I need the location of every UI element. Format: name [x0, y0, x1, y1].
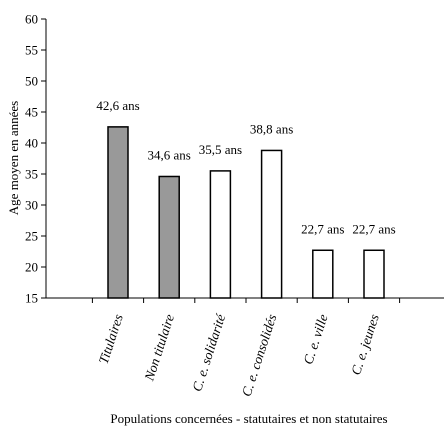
y-tick-label: 20 — [25, 260, 38, 275]
bar — [312, 249, 334, 299]
data-labels: 42,6 ans 34,6 ans 35,5 ans 38,8 ans 22,7 ans… — [96, 98, 395, 236]
y-tick-label: 60 — [25, 12, 38, 27]
y-tick-label: 50 — [25, 74, 38, 89]
category-label: C. e. solidarité — [189, 311, 228, 393]
y-tick-label: 25 — [25, 229, 38, 244]
data-label: 38,8 ans — [250, 121, 293, 136]
y-axis-title: Age moyen en années — [6, 101, 21, 215]
bar — [260, 149, 283, 299]
y-ticks: 15 20 25 30 35 40 45 50 55 60 — [25, 12, 46, 306]
bar — [158, 175, 180, 299]
data-label: 22,7 ans — [301, 221, 344, 236]
category-label: C. e. jeunes — [348, 312, 382, 377]
y-tick-label: 30 — [25, 198, 38, 213]
y-tick-label: 35 — [25, 167, 38, 182]
data-label: 34,6 ans — [148, 147, 191, 162]
bar — [209, 170, 232, 299]
y-tick-label: 55 — [25, 43, 38, 58]
data-label: 22,7 ans — [352, 221, 395, 236]
category-label: Titulaires — [96, 312, 126, 365]
category-label: C. e. consolidés — [239, 312, 280, 398]
data-label: 42,6 ans — [96, 98, 139, 113]
category-labels: Titulaires Non titulaire C. e. solidarité C… — [96, 311, 382, 398]
x-ticks — [91, 298, 401, 303]
category-label: Non titulaire — [141, 312, 177, 383]
data-label: 35,5 ans — [199, 142, 242, 157]
bars — [107, 126, 385, 299]
bar — [363, 249, 385, 299]
bar — [107, 126, 129, 299]
y-tick-label: 15 — [25, 291, 38, 306]
x-axis-title: Populations concernées - statutaires et … — [110, 411, 387, 426]
y-tick-label: 45 — [25, 105, 38, 120]
y-tick-label: 40 — [25, 136, 38, 151]
category-label: C. e. ville — [300, 312, 330, 366]
